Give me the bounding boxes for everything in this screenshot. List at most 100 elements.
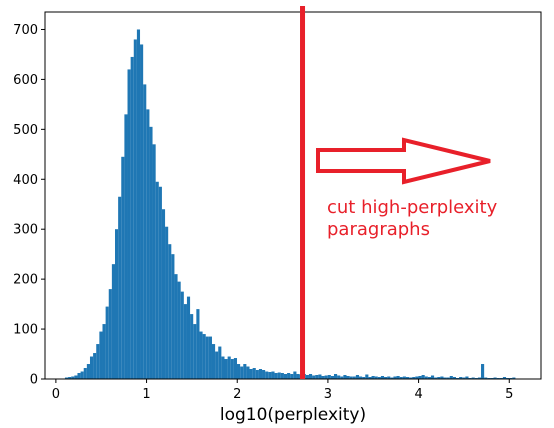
histogram-bar <box>83 368 87 379</box>
histogram-bar <box>215 351 219 379</box>
x-tick-label: 2 <box>233 387 241 402</box>
histogram-bar <box>155 181 159 379</box>
histogram-bar <box>211 344 216 379</box>
histogram-bar <box>143 84 147 380</box>
histogram-bar <box>481 364 485 379</box>
histogram-bar <box>362 377 366 379</box>
histogram-bar <box>233 358 238 379</box>
histogram-bar <box>380 376 385 379</box>
histogram-bar <box>180 291 184 379</box>
histogram-bar <box>387 376 391 379</box>
histogram-bar <box>484 377 488 379</box>
histogram-bar <box>437 377 441 379</box>
histogram-bar <box>224 359 228 379</box>
histogram-bar <box>368 377 372 379</box>
histogram-bar <box>377 377 381 379</box>
histogram-bar <box>493 377 497 379</box>
histogram-bar <box>365 374 369 379</box>
x-tick-label: 0 <box>52 387 60 402</box>
x-tick-label: 1 <box>142 387 150 402</box>
histogram-bar <box>340 376 344 379</box>
histogram-bar <box>165 226 169 379</box>
histogram-bar <box>77 373 81 379</box>
histogram-bar <box>96 344 100 379</box>
histogram-bar <box>305 375 309 379</box>
histogram-bar <box>415 376 419 379</box>
histogram-bar <box>274 373 278 379</box>
histogram-bar <box>202 334 206 379</box>
histogram-bar <box>409 377 413 379</box>
histogram-bar <box>343 375 347 379</box>
histogram-bar <box>262 370 266 379</box>
y-tick-label: 0 <box>30 373 38 388</box>
histogram-bar <box>346 376 350 379</box>
histogram-bar <box>337 375 341 379</box>
histogram-bar <box>312 375 316 379</box>
histogram-bar <box>290 374 294 379</box>
histogram-bar <box>330 376 334 379</box>
histogram-bar <box>324 375 328 379</box>
histogram-bar <box>108 289 112 379</box>
histogram-bar <box>424 376 428 379</box>
histogram-bar <box>190 314 194 379</box>
histogram-bar <box>115 229 119 379</box>
annotation-line-2: paragraphs <box>327 219 430 240</box>
y-tick-label: 600 <box>13 73 38 88</box>
histogram-bar <box>405 377 410 379</box>
histogram-bar <box>459 377 463 379</box>
histogram-bar <box>396 376 400 379</box>
histogram-bar <box>355 375 360 379</box>
plot-frame <box>44 11 542 380</box>
histogram-bar <box>287 373 291 379</box>
histogram-bar <box>265 371 269 379</box>
histogram-bar <box>74 375 78 379</box>
y-tick-label: 700 <box>13 23 38 38</box>
histogram-bar <box>252 368 256 379</box>
histogram-bar <box>93 353 97 379</box>
histogram-bar <box>477 377 482 379</box>
x-axis-label: log10(perplexity) <box>220 405 366 425</box>
histogram-bar <box>502 377 507 379</box>
histogram-bar <box>186 296 191 379</box>
histogram-bar <box>371 376 375 379</box>
histogram-bar <box>421 375 425 379</box>
histogram-bar <box>243 364 247 379</box>
histogram-bar <box>99 331 103 379</box>
histogram-bar <box>121 156 125 379</box>
histogram-bar <box>430 375 435 379</box>
histogram-bar <box>161 209 166 379</box>
histogram-bar <box>268 372 272 379</box>
histogram-bar <box>221 356 225 379</box>
y-tick-label: 100 <box>13 323 38 338</box>
histogram-bar <box>327 375 331 379</box>
histogram-bar <box>402 376 406 379</box>
histogram-bar <box>208 336 212 379</box>
histogram-bar <box>440 376 444 379</box>
histogram-bar <box>168 244 172 379</box>
histogram-bar <box>140 44 144 380</box>
histogram-bar <box>418 376 422 379</box>
y-axis-ticks: 0 100 200 300 400 500 600 700 <box>13 23 45 388</box>
histogram-bar <box>111 264 115 379</box>
histogram-bar <box>249 369 253 379</box>
histogram-bar <box>296 374 300 379</box>
histogram-bar <box>118 196 122 379</box>
histogram-bar <box>446 377 450 379</box>
histogram-bar <box>193 324 197 379</box>
histogram-bar <box>412 377 416 379</box>
histogram-bar <box>352 376 356 379</box>
histogram-bar <box>80 371 84 379</box>
histogram-bar <box>443 377 447 379</box>
histogram-bar <box>105 306 109 379</box>
histogram-bar <box>462 377 466 379</box>
histogram-bar <box>359 376 363 379</box>
histogram-bar <box>399 377 403 379</box>
arrow-right-icon <box>316 137 491 185</box>
histogram-bar <box>158 186 162 379</box>
histogram-bar <box>390 377 394 379</box>
histogram-bar <box>321 376 325 379</box>
histogram-bar <box>308 374 313 379</box>
histogram-bar <box>512 377 516 379</box>
histogram-bar <box>434 377 438 379</box>
